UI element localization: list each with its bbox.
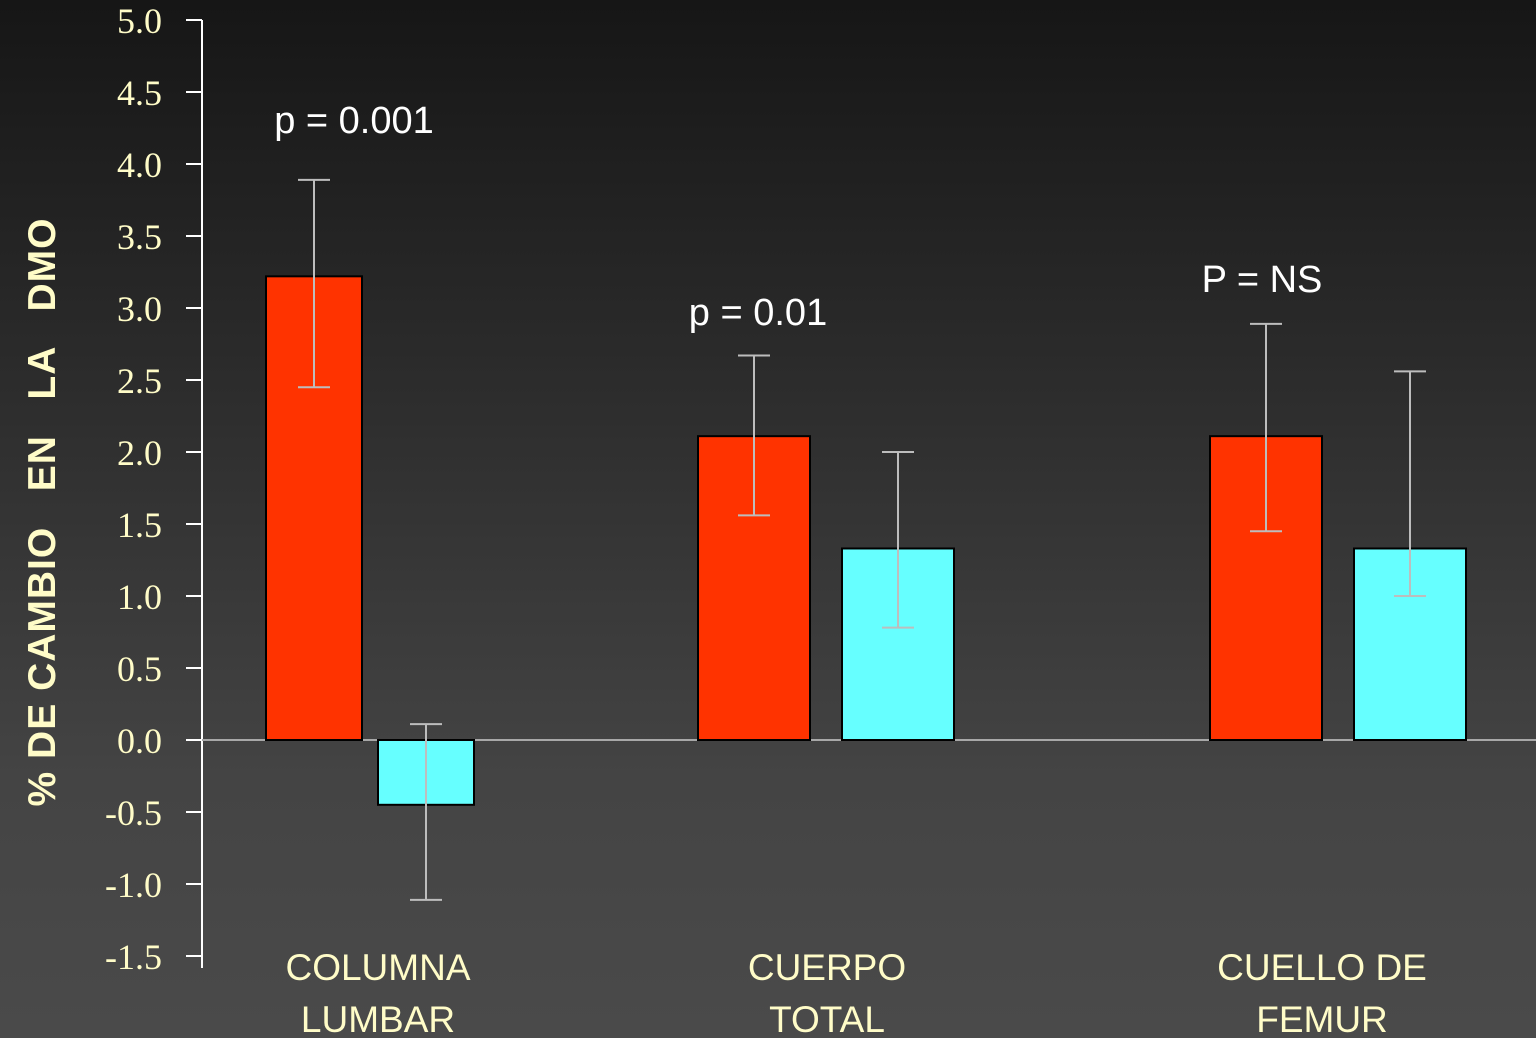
y-tick-label: 2.5 bbox=[117, 361, 162, 401]
y-tick-label: 4.0 bbox=[117, 145, 162, 185]
p-value-annotation: p = 0.001 bbox=[274, 100, 434, 142]
labels: 5.0 4.5 4.0 3.5 3.0 2.5 2.0 1.5 1.0 0.5 0.0 -0.5 -1.… bbox=[105, 1, 1427, 1038]
y-tick-label: 0.0 bbox=[117, 721, 162, 761]
y-tick-label: 3.0 bbox=[117, 289, 162, 329]
category-label: FEMUR bbox=[1256, 999, 1388, 1038]
y-tick-label: -1.0 bbox=[105, 865, 162, 905]
y-axis bbox=[186, 19, 1536, 968]
category-label: COLUMNA bbox=[285, 947, 470, 988]
category-label: LUMBAR bbox=[301, 999, 455, 1038]
y-tick-label: 2.0 bbox=[117, 433, 162, 473]
y-axis-label: % DE CAMBIO EN LA DMO bbox=[21, 218, 64, 807]
bar bbox=[265, 275, 363, 741]
y-tick-label: 1.0 bbox=[117, 577, 162, 617]
y-tick-label: -0.5 bbox=[105, 793, 162, 833]
y-tick-label: -1.5 bbox=[105, 937, 162, 977]
y-tick-label: 4.5 bbox=[117, 73, 162, 113]
category-label: TOTAL bbox=[769, 999, 885, 1038]
y-tick-label: 3.5 bbox=[117, 217, 162, 257]
p-value-annotation: P = NS bbox=[1202, 259, 1323, 301]
category-label: CUELLO DE bbox=[1217, 947, 1427, 988]
y-tick-label: 0.5 bbox=[117, 649, 162, 689]
p-value-annotation: p = 0.01 bbox=[689, 292, 827, 334]
y-tick-label: 1.5 bbox=[117, 505, 162, 545]
category-label: CUERPO bbox=[748, 947, 906, 988]
bars bbox=[265, 178, 1467, 901]
y-tick-label: 5.0 bbox=[117, 1, 162, 41]
